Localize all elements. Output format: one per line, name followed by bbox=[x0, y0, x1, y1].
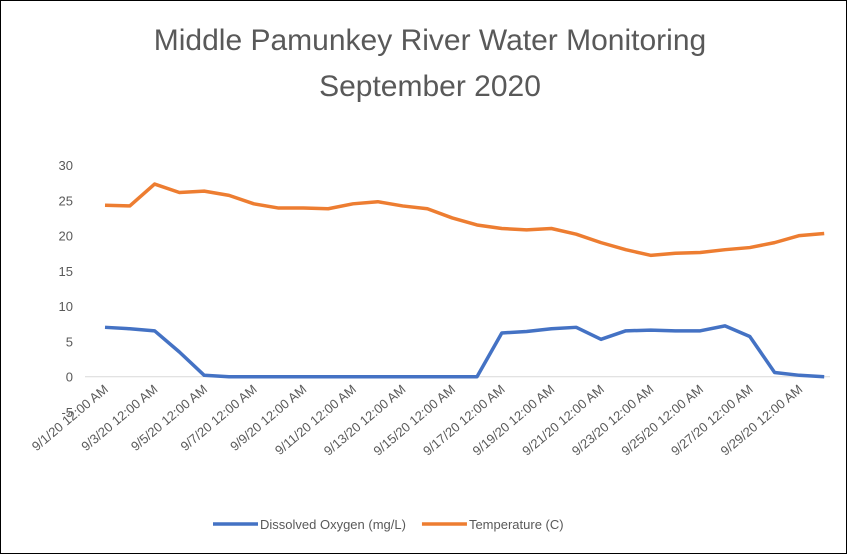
y-tick-label: 0 bbox=[66, 370, 73, 385]
y-tick-label: 20 bbox=[59, 229, 73, 244]
y-tick-label: 25 bbox=[59, 193, 73, 208]
chart-title: Middle Pamunkey River Water Monitoring bbox=[154, 24, 706, 57]
y-tick-label: -5 bbox=[61, 405, 73, 420]
legend-label: Dissolved Oxygen (mg/L) bbox=[260, 517, 406, 532]
line-series bbox=[104, 324, 825, 379]
chart-subtitle: September 2020 bbox=[319, 70, 541, 103]
y-tick-label: 5 bbox=[66, 334, 73, 349]
line-series bbox=[104, 182, 825, 258]
y-tick-label: 15 bbox=[59, 264, 73, 279]
y-tick-label: 10 bbox=[59, 299, 73, 314]
legend-label: Temperature (C) bbox=[469, 517, 564, 532]
y-tick-label: 30 bbox=[59, 158, 73, 173]
